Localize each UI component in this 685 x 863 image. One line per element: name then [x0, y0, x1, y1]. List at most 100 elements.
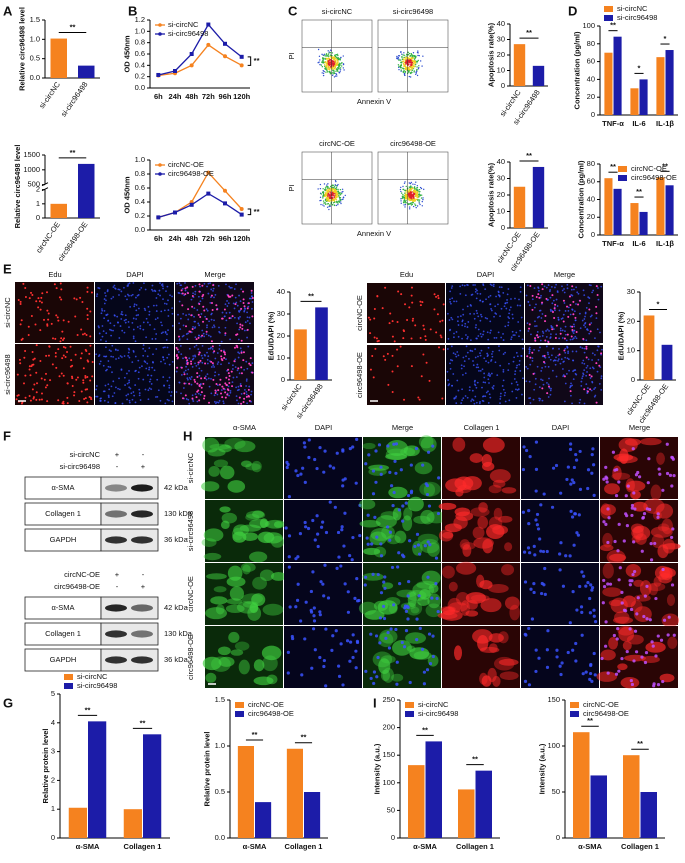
blot-box	[100, 596, 159, 620]
nucleus	[486, 317, 489, 320]
cell	[359, 520, 381, 528]
nucleus	[324, 530, 329, 535]
edu-nucleus	[588, 308, 591, 311]
event	[404, 189, 406, 192]
nucleus	[480, 349, 483, 352]
edu-nucleus	[184, 394, 187, 397]
legend-label: si-circNC	[168, 20, 199, 29]
legend-swatch	[158, 32, 162, 36]
edu-nucleus	[397, 290, 400, 293]
event	[407, 57, 410, 60]
nucleus	[246, 402, 248, 405]
nucleus	[120, 311, 123, 313]
stain-label: DAPI	[126, 270, 144, 279]
nucleus	[133, 305, 136, 308]
edu-nucleus	[403, 398, 406, 401]
nucleus	[463, 284, 466, 287]
nucleus	[591, 291, 594, 294]
nucleus	[539, 309, 542, 312]
event	[410, 188, 412, 190]
nucleus	[168, 386, 171, 389]
nucleus	[240, 392, 243, 395]
event	[408, 75, 411, 78]
event	[400, 70, 402, 72]
edu-nucleus	[213, 350, 216, 353]
size-label: 42 kDa	[164, 483, 189, 492]
edu-nucleus	[246, 328, 249, 331]
nucleus	[555, 356, 557, 359]
event	[331, 190, 334, 192]
nucleus	[568, 554, 572, 558]
lane-sign: -	[142, 570, 145, 579]
event	[326, 66, 328, 68]
x-tick-label: IL-1β	[656, 119, 674, 128]
nucleus	[103, 298, 106, 300]
event	[404, 65, 407, 68]
cell	[440, 606, 456, 613]
edu-nucleus	[20, 402, 23, 405]
cell	[455, 561, 477, 575]
cell	[412, 582, 435, 598]
nucleus	[567, 310, 570, 312]
nucleus	[672, 633, 676, 637]
nucleus	[554, 363, 557, 366]
nucleus	[582, 289, 585, 292]
edu-nucleus	[243, 397, 246, 400]
nucleus	[472, 284, 475, 286]
nucleus	[207, 282, 210, 285]
edu-nucleus	[60, 337, 63, 340]
nucleus	[492, 285, 495, 288]
edu-nucleus	[387, 383, 390, 386]
nucleus	[482, 333, 484, 336]
nucleus	[661, 488, 665, 492]
event	[343, 69, 345, 71]
nucleus	[574, 372, 577, 375]
nucleus	[474, 395, 477, 398]
nucleus	[483, 372, 486, 375]
nucleus	[465, 345, 468, 348]
edu-nucleus	[425, 361, 428, 364]
nucleus	[573, 512, 577, 516]
event	[342, 198, 344, 200]
nucleus	[564, 347, 567, 350]
nucleus	[550, 505, 555, 509]
nucleus	[509, 306, 512, 309]
nucleus	[453, 336, 455, 339]
event	[333, 71, 335, 73]
event	[421, 65, 423, 67]
nucleus	[615, 467, 619, 472]
edu-nucleus	[211, 345, 214, 348]
nucleus	[577, 513, 581, 517]
edu-nucleus	[86, 401, 89, 404]
x-tick-label: Collagen 1	[621, 842, 659, 851]
edu-nucleus	[399, 345, 402, 348]
nucleus	[479, 354, 482, 357]
nucleus	[229, 338, 231, 341]
nucleus	[428, 543, 432, 547]
nucleus	[214, 293, 217, 296]
nucleus	[183, 371, 186, 374]
cell	[504, 542, 513, 552]
edu-nucleus	[54, 355, 57, 358]
cell	[259, 569, 275, 582]
nucleus	[434, 556, 439, 560]
nucleus	[590, 588, 594, 592]
cell	[362, 442, 376, 450]
event	[337, 183, 339, 186]
nucleus	[522, 550, 527, 554]
nucleus	[481, 300, 484, 303]
edu-nucleus	[243, 392, 246, 395]
cell	[612, 616, 634, 624]
edu-nucleus	[588, 374, 591, 377]
nucleus	[340, 525, 344, 529]
nucleus	[491, 350, 494, 353]
nucleus	[502, 353, 505, 355]
edu-nucleus	[201, 284, 204, 287]
nucleus	[475, 309, 478, 312]
sample-label: circ96498-OE	[390, 139, 436, 148]
nucleus	[191, 394, 194, 397]
nucleus	[145, 367, 148, 370]
nucleus	[593, 620, 598, 624]
event	[325, 197, 328, 199]
